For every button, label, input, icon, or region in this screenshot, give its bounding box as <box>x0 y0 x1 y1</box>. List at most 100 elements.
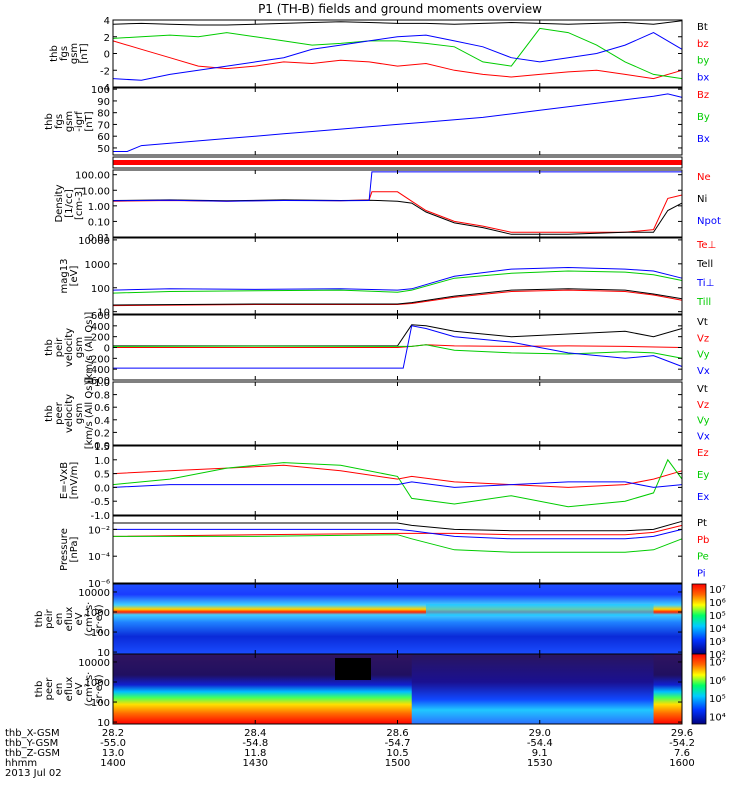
data-gap <box>335 658 371 680</box>
series-line-peir_velocity <box>113 325 683 369</box>
y-tick-label: 100 <box>91 85 110 96</box>
spectrogram <box>113 584 682 654</box>
y-axis-label: gsm <box>74 337 85 358</box>
legend-entry: bz <box>697 39 709 50</box>
y-tick-label: -200 <box>87 354 110 365</box>
series-line-efield <box>112 481 683 488</box>
y-tick-label: 0.8 <box>94 391 110 402</box>
chart-title: P1 (TH-B) fields and ground moments over… <box>258 2 542 16</box>
x-axis-row-value: 1430 <box>243 758 268 769</box>
y-axis-label: (cm²·s· <box>84 672 95 707</box>
y-tick-label: 400 <box>91 322 110 333</box>
series-line-fgs_igrf <box>113 93 683 152</box>
colorbar-tick-label: 10² <box>709 650 726 661</box>
x-axis-row-value: -54.8 <box>242 738 268 749</box>
y-axis-label: peir <box>44 608 55 628</box>
y-axis-label: Density <box>54 184 65 222</box>
panel-fgs: -4 -2 0 2 4 thb fgs gsm [nT] Bt bz by bx <box>49 16 709 94</box>
x-axis-row-value: 7.6 <box>674 748 690 759</box>
y-axis-label: gsm <box>74 403 85 424</box>
y-axis-label: [km/s (All Qs)] <box>84 378 95 450</box>
y-tick-label: 200 <box>91 333 110 344</box>
y-axis-label: [eV] <box>69 266 80 287</box>
legend-entry: Vt <box>697 317 708 328</box>
colorbar-tick-label: 10⁷ <box>709 657 726 668</box>
panel-temperature: 10 100 1000 10000 mag13 [eV] Te⊥ Tell Ti⊥ Till <box>59 236 716 319</box>
y-tick-label: 10 <box>97 718 110 729</box>
y-tick-label: 10000 <box>78 588 110 599</box>
x-axis-row-value: 28.2 <box>102 728 124 739</box>
colorbar <box>691 653 707 725</box>
legend-entry: bx <box>697 72 709 83</box>
y-axis-label: en <box>54 683 65 696</box>
y-tick-label: -2 <box>100 66 110 77</box>
y-axis-label: thb <box>44 113 55 130</box>
series-line-peir_velocity <box>113 324 683 347</box>
y-tick-label: 100.00 <box>75 171 110 182</box>
legend-entry: Te⊥ <box>696 240 716 251</box>
legend-entry: Vy <box>697 416 710 427</box>
x-axis-row-label: thb_X-GSM <box>5 728 60 739</box>
y-tick-label: 1000 <box>85 608 110 619</box>
y-tick-label: 90 <box>97 97 110 108</box>
x-axis-row-label: thb_Z-GSM <box>5 748 60 759</box>
y-axis-label: eflux <box>64 677 75 702</box>
y-tick-label: 10.00 <box>81 186 110 197</box>
series-line-density <box>112 171 682 202</box>
y-tick-label: 0.5 <box>94 470 110 481</box>
x-axis-row-label: thb_Y-GSM <box>5 738 58 749</box>
colorbar-tick-label: 10⁶ <box>709 676 726 687</box>
y-axis-label: [nT] <box>79 43 90 63</box>
series-line-density <box>112 199 683 235</box>
y-tick-label: 1.5 <box>94 442 110 453</box>
series-line-pressure <box>113 520 683 532</box>
y-tick-label: 0.6 <box>94 403 110 414</box>
series-line-temperature <box>112 288 683 306</box>
series-line-pressure <box>113 528 683 540</box>
spectrogram-region <box>425 604 654 616</box>
x-axis-row-value: 29.0 <box>529 728 551 739</box>
y-axis-label: fgs <box>54 114 65 129</box>
panel-frame <box>112 87 683 156</box>
y-axis-label: velocity <box>64 394 75 433</box>
legend-entry: Vx <box>697 431 710 442</box>
y-tick-label: 10⁻⁶ <box>88 579 110 590</box>
colorbar-tick-label: 10⁵ <box>709 694 726 705</box>
y-axis-label: [mV/m] <box>69 462 80 500</box>
x-axis-row-value: 10.5 <box>386 748 408 759</box>
y-axis-label: fgs <box>59 46 70 61</box>
legend-entry: Ez <box>697 448 709 459</box>
y-axis-label: thb <box>44 339 55 356</box>
y-tick-label: 2 <box>104 33 110 44</box>
legend-entry: Vz <box>697 400 709 411</box>
y-tick-label: 80 <box>97 109 110 120</box>
y-tick-label: 0 <box>104 344 110 355</box>
y-axis-label: en <box>54 613 65 626</box>
y-tick-label: 1000 <box>85 678 110 689</box>
y-tick-label: 60 <box>97 132 110 143</box>
panel-pressure: 10⁻⁶ 10⁻⁴ 10⁻² Pressure [nPa] Pt Pb Pe Pi <box>59 515 709 590</box>
y-tick-label: -600 <box>87 376 110 387</box>
y-tick-label: 100 <box>91 284 110 295</box>
x-axis-row-value: -54.7 <box>385 738 411 749</box>
x-axis-row-value: 1500 <box>385 758 410 769</box>
y-axis-label: peer <box>54 401 65 425</box>
y-axis-label: [cm-3] <box>74 187 85 220</box>
y-axis-label: sr·eV) <box>94 604 105 633</box>
y-tick-label: 1.00 <box>88 202 110 213</box>
y-tick-label: 10000 <box>78 658 110 669</box>
x-axis-row-value: 1600 <box>669 758 694 769</box>
y-tick-label: 1000 <box>85 260 110 271</box>
x-axis-row-label: hhmm <box>5 758 37 769</box>
legend-entry: Vz <box>697 333 709 344</box>
legend-entry: Ni <box>697 194 707 205</box>
y-axis-label: E=-VxB <box>59 462 70 499</box>
series-line-temperature <box>112 266 683 291</box>
colorbar <box>691 583 707 655</box>
legend-entry: By <box>697 112 710 123</box>
y-axis-label: peer <box>44 677 55 701</box>
series-line-pressure <box>112 524 683 537</box>
status-bar <box>113 160 682 165</box>
